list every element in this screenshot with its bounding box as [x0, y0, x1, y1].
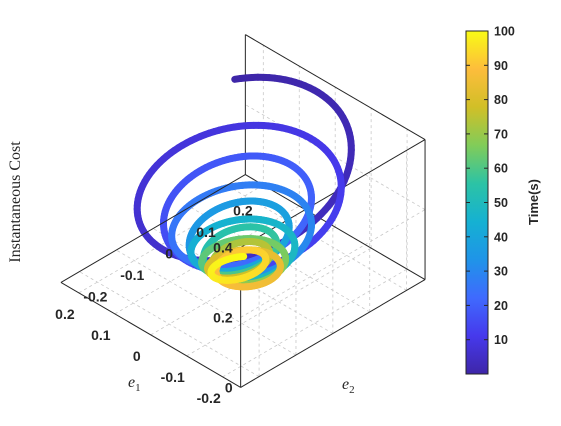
colorbar-tick-label: 10	[494, 333, 508, 347]
z-tick-label: 0	[225, 379, 233, 395]
y-tick-label: 0.2	[233, 202, 253, 218]
x-tick-label: 0	[133, 348, 141, 364]
y-tick-label: -0.2	[83, 289, 107, 305]
x-tick-label: 0.1	[91, 327, 111, 343]
y-tick-label: -0.1	[120, 267, 144, 283]
x-axis-label-main: e	[128, 374, 135, 391]
colorbar-tick-label: 40	[494, 230, 508, 244]
colorbar-tick-label: 80	[494, 93, 508, 107]
z-tick-label: 0.4	[213, 239, 233, 255]
x-tick-label: -0.1	[161, 369, 185, 385]
colorbar-tick-label: 70	[494, 127, 508, 141]
x-axis-label-subscript: 1	[135, 382, 141, 394]
x-axis-label: e1	[128, 374, 141, 394]
colorbar-tick-label: 90	[494, 59, 508, 73]
colorbar-tick-label: 100	[494, 25, 515, 39]
y-tick-label: 0.1	[196, 224, 216, 240]
z-tick-label: 0.2	[213, 309, 233, 325]
y-axis-label-subscript: 2	[349, 384, 355, 396]
colorbar-tick-label: 50	[494, 196, 508, 210]
x-tick-label: 0.2	[55, 306, 75, 322]
colorbar-tick-label: 20	[494, 299, 508, 313]
colorbar-tick-label: 60	[494, 162, 508, 176]
colorbar-label: Time(s)	[526, 179, 541, 225]
y-axis-label-main: e	[342, 376, 349, 393]
x-tick-label: -0.2	[197, 390, 221, 406]
colorbar-tick-label: 30	[494, 265, 508, 279]
y-tick-label: 0	[165, 246, 173, 262]
z-axis-label: Instantaneous Cost	[7, 141, 24, 263]
colorbar: 10 20 30 40 50 60 70 80 90 100 Time(s)	[466, 25, 541, 375]
y-axis-label: e2	[342, 376, 355, 396]
